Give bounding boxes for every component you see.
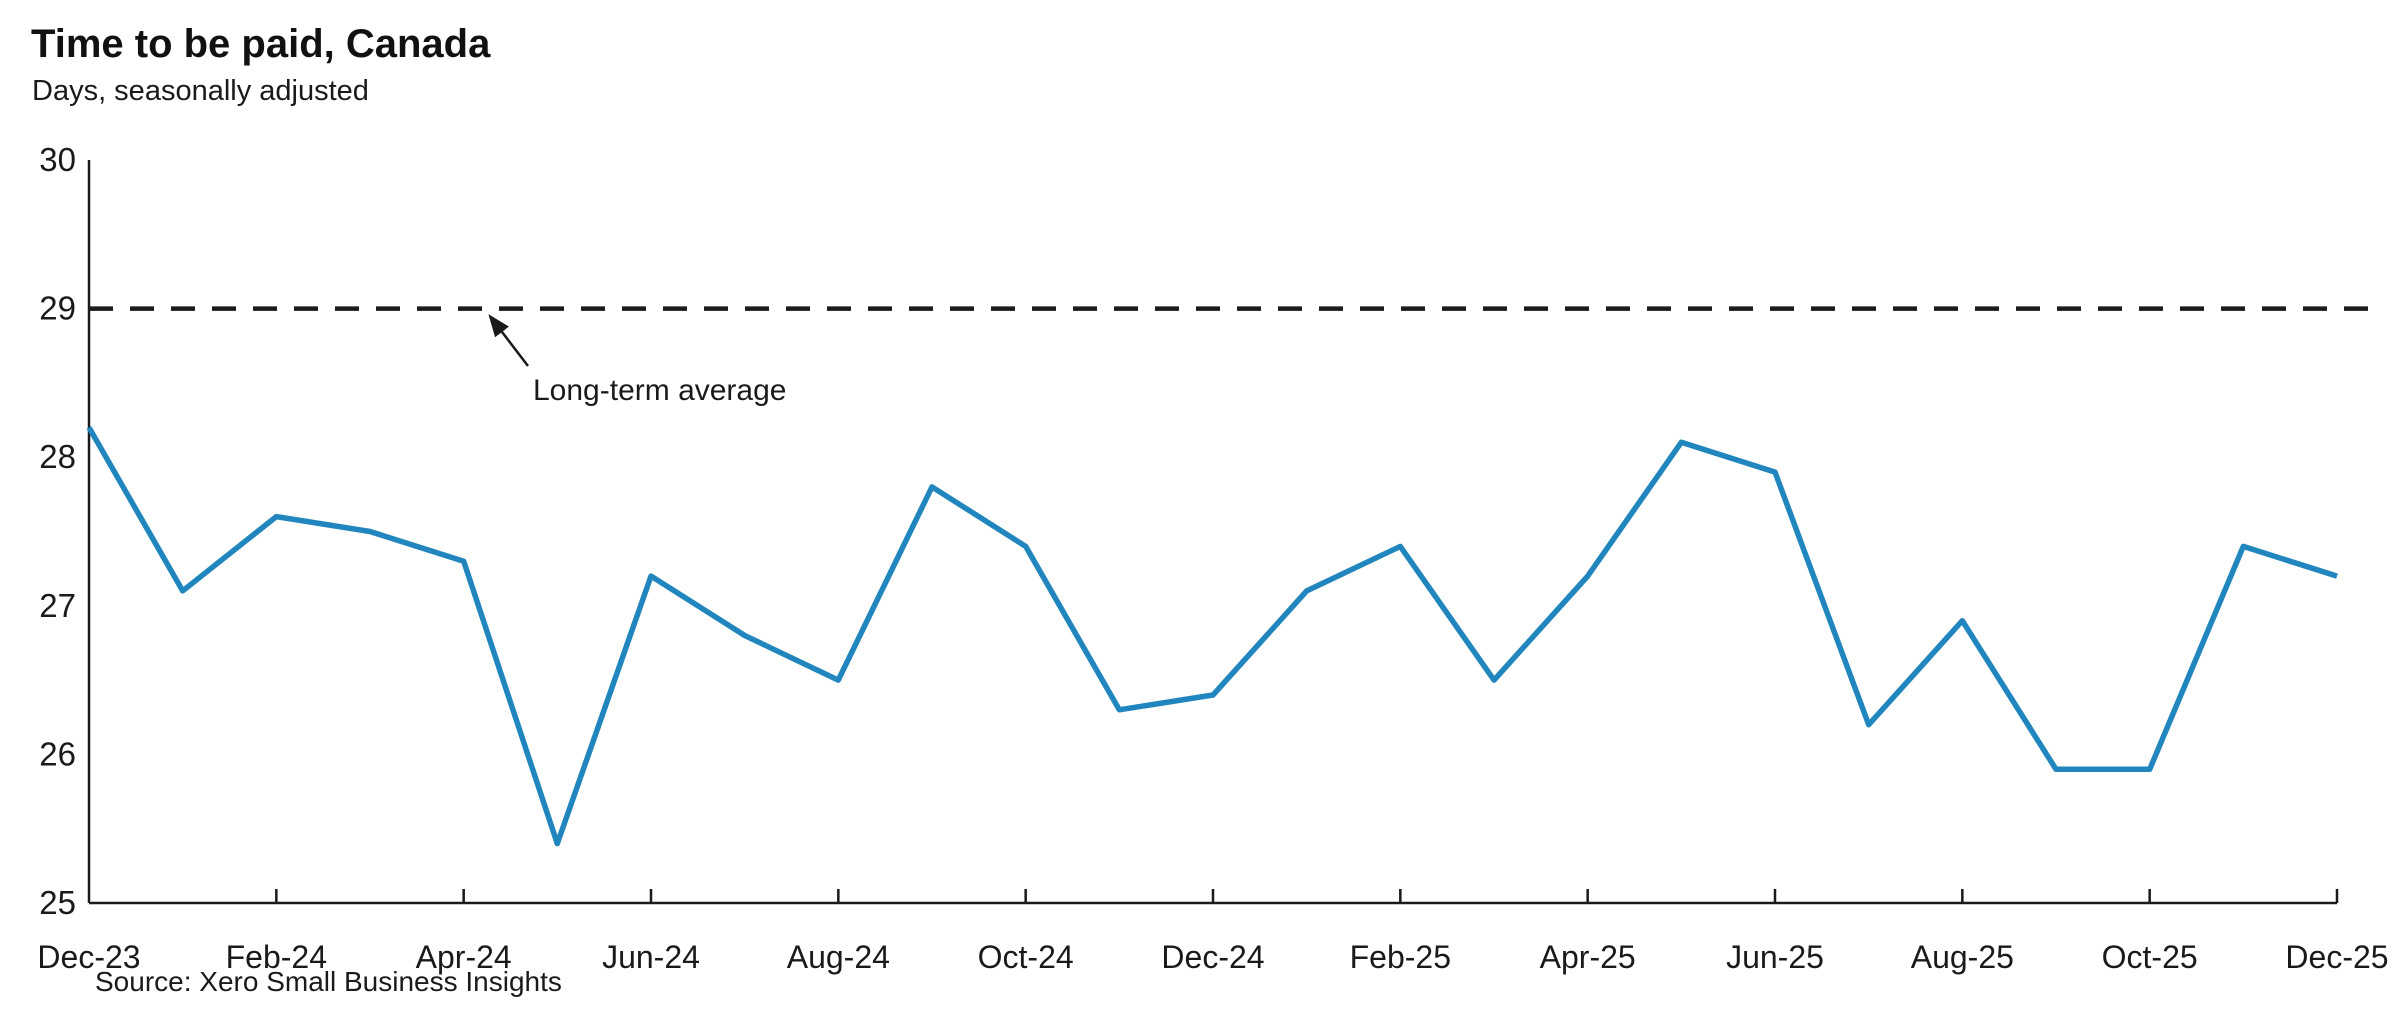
y-tick-label: 27 <box>39 587 76 624</box>
x-tick-label: Oct-24 <box>978 939 1074 975</box>
y-tick-label: 28 <box>39 438 76 475</box>
y-tick-label: 29 <box>39 290 76 327</box>
x-tick-label: Feb-25 <box>1350 939 1451 975</box>
x-tick-label: Oct-25 <box>2102 939 2198 975</box>
annotation-arrow <box>488 314 529 367</box>
x-tick-label: Aug-24 <box>787 939 890 975</box>
y-tick-label: 25 <box>39 884 76 921</box>
x-tick-label: Feb-24 <box>226 939 327 975</box>
source-text: Source: Xero Small Business Insights <box>95 966 562 997</box>
y-tick-label: 30 <box>39 141 76 178</box>
y-tick-label: 26 <box>39 735 76 772</box>
x-tick-label: Dec-25 <box>2285 939 2388 975</box>
x-tick-label: Jun-24 <box>602 939 700 975</box>
annotation-label: Long-term average <box>533 374 786 407</box>
x-tick-label: Apr-24 <box>416 939 512 975</box>
chart-plot-layer: Dec-23 Feb-24 Apr-24 Jun-24 Aug-24 Oct-24 Dec-… <box>37 141 2388 975</box>
x-tick-label: Apr-25 <box>1540 939 1636 975</box>
series-line <box>86 426 2338 847</box>
x-tick-label: Dec-24 <box>1161 939 1264 975</box>
page-title: Time to be paid, Canada <box>31 22 491 66</box>
x-tick-label: Dec-23 <box>37 939 140 975</box>
chart-subtitle: Days, seasonally adjusted <box>32 75 369 107</box>
x-tick-label: Aug-25 <box>1911 939 2014 975</box>
x-tick-label: Jun-25 <box>1726 939 1824 975</box>
